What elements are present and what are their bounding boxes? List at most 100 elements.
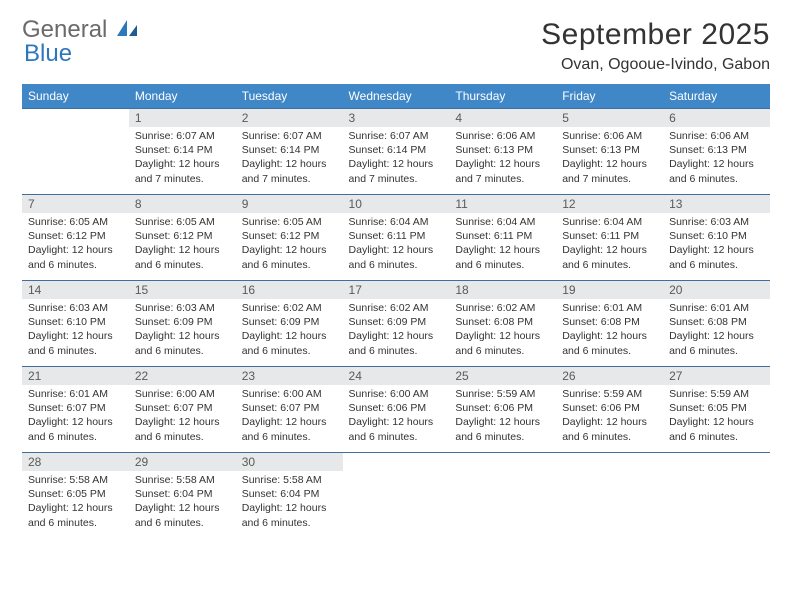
sunset-text: Sunset: 6:13 PM	[455, 143, 550, 157]
sunset-text: Sunset: 6:04 PM	[242, 487, 337, 501]
day-number: 10	[343, 195, 450, 213]
daylight-text: Daylight: 12 hours and 6 minutes.	[135, 415, 230, 443]
sunset-text: Sunset: 6:09 PM	[242, 315, 337, 329]
daylight-text: Daylight: 12 hours and 6 minutes.	[562, 329, 657, 357]
day-number: 15	[129, 281, 236, 299]
sunrise-text: Sunrise: 6:03 AM	[669, 215, 764, 229]
day-cell: 27 Sunrise: 5:59 AMSunset: 6:05 PMDayligh…	[663, 367, 770, 453]
sunset-text: Sunset: 6:07 PM	[28, 401, 123, 415]
sunset-text: Sunset: 6:12 PM	[135, 229, 230, 243]
daylight-text: Daylight: 12 hours and 6 minutes.	[455, 243, 550, 271]
day-cell: 9Sunrise: 6:05 AMSunset: 6:12 PMDaylight…	[236, 195, 343, 281]
day-number: 20	[663, 281, 770, 299]
day-details: Sunrise: 6:07 AMSunset: 6:14 PMDaylight:…	[236, 127, 343, 190]
daylight-text: Daylight: 12 hours and 6 minutes.	[349, 243, 444, 271]
sunset-text: Sunset: 6:14 PM	[349, 143, 444, 157]
week-row: 7Sunrise: 6:05 AMSunset: 6:12 PMDaylight…	[22, 195, 770, 281]
daylight-text: Daylight: 12 hours and 6 minutes.	[135, 329, 230, 357]
daylight-text: Daylight: 12 hours and 6 minutes.	[28, 329, 123, 357]
day-details: Sunrise: 6:04 AMSunset: 6:11 PMDaylight:…	[449, 213, 556, 276]
day-cell: 8 Sunrise: 6:05 AMSunset: 6:12 PMDaylight…	[129, 195, 236, 281]
day-number: 18	[449, 281, 556, 299]
day-cell: 7Sunrise: 6:05 AMSunset: 6:12 PMDaylight…	[22, 195, 129, 281]
sunset-text: Sunset: 6:09 PM	[349, 315, 444, 329]
day-number: 4	[449, 109, 556, 127]
sunrise-text: Sunrise: 6:05 AM	[135, 215, 230, 229]
day-cell: 17Sunrise: 6:02 AMSunset: 6:09 PMDayligh…	[343, 281, 450, 367]
sunset-text: Sunset: 6:11 PM	[349, 229, 444, 243]
logo: General Blue	[22, 18, 138, 66]
day-cell: 29Sunrise: 5:58 AMSunset: 6:04 PMDayligh…	[129, 453, 236, 539]
dayhead-sun: Sunday	[22, 84, 129, 109]
daylight-text: Daylight: 12 hours and 6 minutes.	[242, 243, 337, 271]
day-number: 23	[236, 367, 343, 385]
day-cell: 5Sunrise: 6:06 AMSunset: 6:13 PMDaylight…	[556, 109, 663, 195]
sunrise-text: Sunrise: 6:03 AM	[28, 301, 123, 315]
day-cell: 19Sunrise: 6:01 AMSunset: 6:08 PMDayligh…	[556, 281, 663, 367]
sunrise-text: Sunrise: 5:59 AM	[669, 387, 764, 401]
sunrise-text: Sunrise: 6:00 AM	[242, 387, 337, 401]
day-cell: 21Sunrise: 6:01 AMSunset: 6:07 PMDayligh…	[22, 367, 129, 453]
day-number: 17	[343, 281, 450, 299]
day-details: Sunrise: 6:00 AMSunset: 6:07 PMDaylight:…	[236, 385, 343, 448]
sunrise-text: Sunrise: 5:59 AM	[562, 387, 657, 401]
day-details: Sunrise: 5:58 AMSunset: 6:05 PMDaylight:…	[22, 471, 129, 534]
daylight-text: Daylight: 12 hours and 6 minutes.	[562, 415, 657, 443]
sunrise-text: Sunrise: 5:58 AM	[28, 473, 123, 487]
day-number: 11	[449, 195, 556, 213]
sail-icon	[116, 19, 138, 37]
day-cell	[556, 453, 663, 539]
day-cell: 18Sunrise: 6:02 AMSunset: 6:08 PMDayligh…	[449, 281, 556, 367]
daylight-text: Daylight: 12 hours and 6 minutes.	[455, 329, 550, 357]
sunset-text: Sunset: 6:05 PM	[669, 401, 764, 415]
sunset-text: Sunset: 6:07 PM	[135, 401, 230, 415]
day-number: 8	[129, 195, 236, 213]
day-details: Sunrise: 5:58 AMSunset: 6:04 PMDaylight:…	[129, 471, 236, 534]
daylight-text: Daylight: 12 hours and 6 minutes.	[669, 415, 764, 443]
day-cell: 25Sunrise: 5:59 AMSunset: 6:06 PMDayligh…	[449, 367, 556, 453]
sunrise-text: Sunrise: 5:58 AM	[135, 473, 230, 487]
daylight-text: Daylight: 12 hours and 6 minutes.	[669, 329, 764, 357]
sunset-text: Sunset: 6:08 PM	[669, 315, 764, 329]
dayhead-mon: Monday	[129, 84, 236, 109]
day-cell: 12Sunrise: 6:04 AMSunset: 6:11 PMDayligh…	[556, 195, 663, 281]
day-details: Sunrise: 6:04 AMSunset: 6:11 PMDaylight:…	[343, 213, 450, 276]
dayhead-sat: Saturday	[663, 84, 770, 109]
daylight-text: Daylight: 12 hours and 6 minutes.	[349, 329, 444, 357]
daylight-text: Daylight: 12 hours and 6 minutes.	[669, 157, 764, 185]
day-details: Sunrise: 6:01 AMSunset: 6:07 PMDaylight:…	[22, 385, 129, 448]
sunrise-text: Sunrise: 6:00 AM	[349, 387, 444, 401]
sunset-text: Sunset: 6:14 PM	[242, 143, 337, 157]
day-number: 16	[236, 281, 343, 299]
day-number: 25	[449, 367, 556, 385]
sunset-text: Sunset: 6:08 PM	[562, 315, 657, 329]
sunrise-text: Sunrise: 6:05 AM	[242, 215, 337, 229]
day-number: 28	[22, 453, 129, 471]
day-details: Sunrise: 5:59 AMSunset: 6:06 PMDaylight:…	[556, 385, 663, 448]
day-number: 12	[556, 195, 663, 213]
sunrise-text: Sunrise: 6:06 AM	[455, 129, 550, 143]
sunset-text: Sunset: 6:07 PM	[242, 401, 337, 415]
sunrise-text: Sunrise: 6:07 AM	[349, 129, 444, 143]
sunrise-text: Sunrise: 6:06 AM	[562, 129, 657, 143]
sunrise-text: Sunrise: 6:01 AM	[669, 301, 764, 315]
day-details: Sunrise: 6:05 AMSunset: 6:12 PMDaylight:…	[236, 213, 343, 276]
sunset-text: Sunset: 6:06 PM	[455, 401, 550, 415]
day-details: Sunrise: 6:06 AMSunset: 6:13 PMDaylight:…	[556, 127, 663, 190]
daylight-text: Daylight: 12 hours and 6 minutes.	[135, 243, 230, 271]
day-number: 27	[663, 367, 770, 385]
day-cell: 3Sunrise: 6:07 AMSunset: 6:14 PMDaylight…	[343, 109, 450, 195]
sunset-text: Sunset: 6:13 PM	[669, 143, 764, 157]
day-number: 24	[343, 367, 450, 385]
week-row: 28Sunrise: 5:58 AMSunset: 6:05 PMDayligh…	[22, 453, 770, 539]
daylight-text: Daylight: 12 hours and 6 minutes.	[349, 415, 444, 443]
daylight-text: Daylight: 12 hours and 6 minutes.	[28, 243, 123, 271]
sunrise-text: Sunrise: 6:01 AM	[28, 387, 123, 401]
day-cell	[22, 109, 129, 195]
day-cell: 22Sunrise: 6:00 AMSunset: 6:07 PMDayligh…	[129, 367, 236, 453]
daylight-text: Daylight: 12 hours and 7 minutes.	[242, 157, 337, 185]
day-header-row: Sunday Monday Tuesday Wednesday Thursday…	[22, 84, 770, 109]
location-text: Ovan, Ogooue-Ivindo, Gabon	[541, 56, 770, 74]
sunset-text: Sunset: 6:12 PM	[242, 229, 337, 243]
dayhead-thu: Thursday	[449, 84, 556, 109]
